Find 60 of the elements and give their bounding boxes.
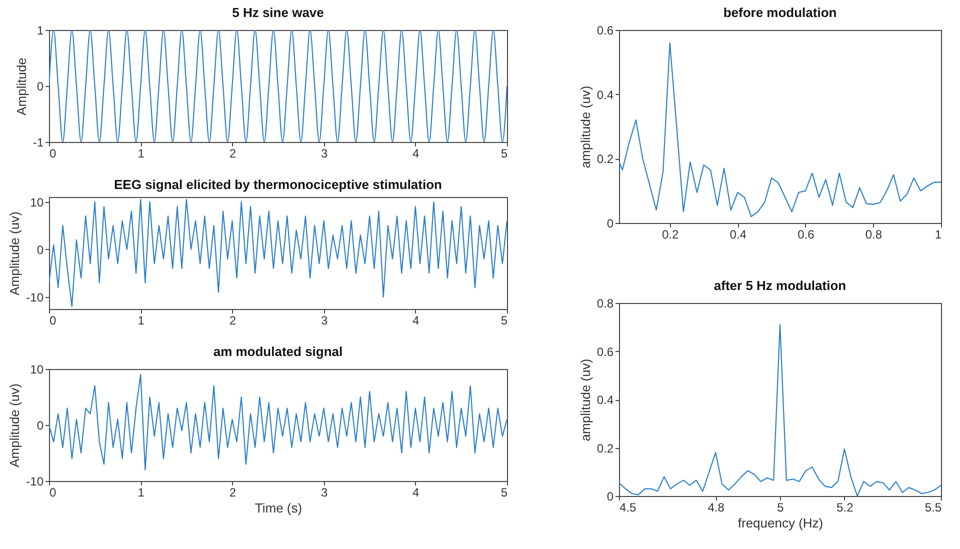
x-tick-label: 1 [138, 314, 145, 328]
x-tick-label: 2 [229, 314, 236, 328]
y-tick-label: 1 [36, 24, 44, 38]
y-tick-label: 10 [30, 362, 44, 376]
y-axis-title: amplitude (uv) [578, 358, 593, 442]
line-series [619, 42, 941, 218]
y-tick-label: 10 [30, 195, 44, 210]
x-tick-label: 4 [412, 314, 420, 328]
y-axis-title: amplitude (uv) [578, 86, 593, 168]
y-tick-label: -1 [32, 136, 44, 150]
y-tick-label: 0.8 [596, 296, 614, 310]
x-tick-label: 0.2 [662, 228, 680, 242]
x-tick-label: 3 [320, 146, 328, 160]
x-tick-label: 3 [320, 486, 328, 500]
x-tick-label: 2 [229, 486, 236, 500]
line-series [49, 198, 507, 308]
x-tick-label: 5.2 [836, 500, 854, 514]
y-tick-label: 0.6 [596, 344, 614, 359]
y-tick-label: 0.4 [596, 88, 614, 102]
x-tick-label: 0.6 [798, 228, 815, 242]
x-axis-title: Time (s) [254, 500, 302, 516]
x-tick-label: 1 [934, 228, 942, 242]
x-tick-label: 4 [412, 486, 420, 500]
x-tick-label: 3 [320, 314, 328, 328]
y-tick-label: 0 [36, 242, 44, 257]
y-tick-label: 0.2 [596, 441, 614, 456]
chart-title: am modulated signal [213, 344, 343, 359]
x-tick-label: 5.5 [924, 500, 942, 514]
x-tick-label: 1 [138, 486, 145, 500]
y-axis-title: Amplitude [14, 58, 29, 116]
x-tick-label: 5 [777, 500, 784, 514]
line-series [49, 374, 507, 470]
chart-title: after 5 Hz modulation [714, 278, 846, 293]
y-tick-label: 0 [606, 216, 614, 230]
y-tick-label: 0.6 [596, 24, 614, 38]
x-tick-label: 0 [50, 146, 56, 160]
x-tick-label: 0 [50, 314, 56, 328]
y-axis-title: Amplitude (uv) [7, 212, 22, 296]
x-tick-label: 0 [50, 486, 56, 500]
y-tick-label: 0 [36, 80, 44, 94]
x-tick-label: 5 [500, 146, 508, 160]
y-tick-label: 0 [36, 418, 44, 432]
x-tick-label: 4.8 [708, 500, 725, 514]
x-tick-label: 2 [229, 146, 236, 160]
x-tick-label: 0.4 [730, 228, 747, 242]
y-tick-label: -10 [26, 474, 44, 488]
x-tick-label: 4 [412, 146, 420, 160]
chart-title: EEG signal elicited by thermonociceptive stimulation [114, 176, 442, 192]
y-tick-label: 0.4 [596, 393, 614, 407]
x-tick-label: 5 [500, 314, 508, 328]
x-tick-label: 4.5 [620, 500, 637, 514]
chart-title: before modulation [723, 5, 837, 20]
x-axis-title: frequency (Hz) [738, 516, 824, 530]
x-tick-label: 1 [138, 146, 145, 160]
x-tick-label: 0.8 [865, 228, 882, 242]
x-tick-label: 5 [500, 486, 508, 500]
y-tick-label: -10 [26, 290, 44, 305]
chart-title: 5 Hz sine wave [232, 5, 324, 20]
line-series [619, 324, 941, 496]
y-axis-title: Amplitude (uv) [7, 384, 22, 468]
